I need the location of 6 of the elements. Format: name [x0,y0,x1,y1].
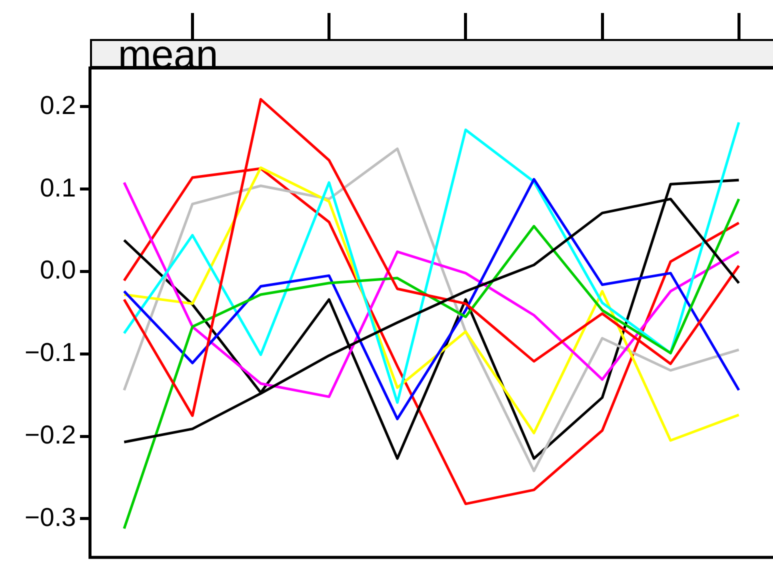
y-tick-label: 0.1 [40,172,76,202]
y-tick-label: −0.1 [24,337,76,368]
y-tick-label: 0.2 [40,90,76,120]
y-tick-label: −0.3 [24,502,76,532]
y-tick-label: 0.0 [40,254,76,285]
y-tick-label: −0.2 [24,419,76,450]
